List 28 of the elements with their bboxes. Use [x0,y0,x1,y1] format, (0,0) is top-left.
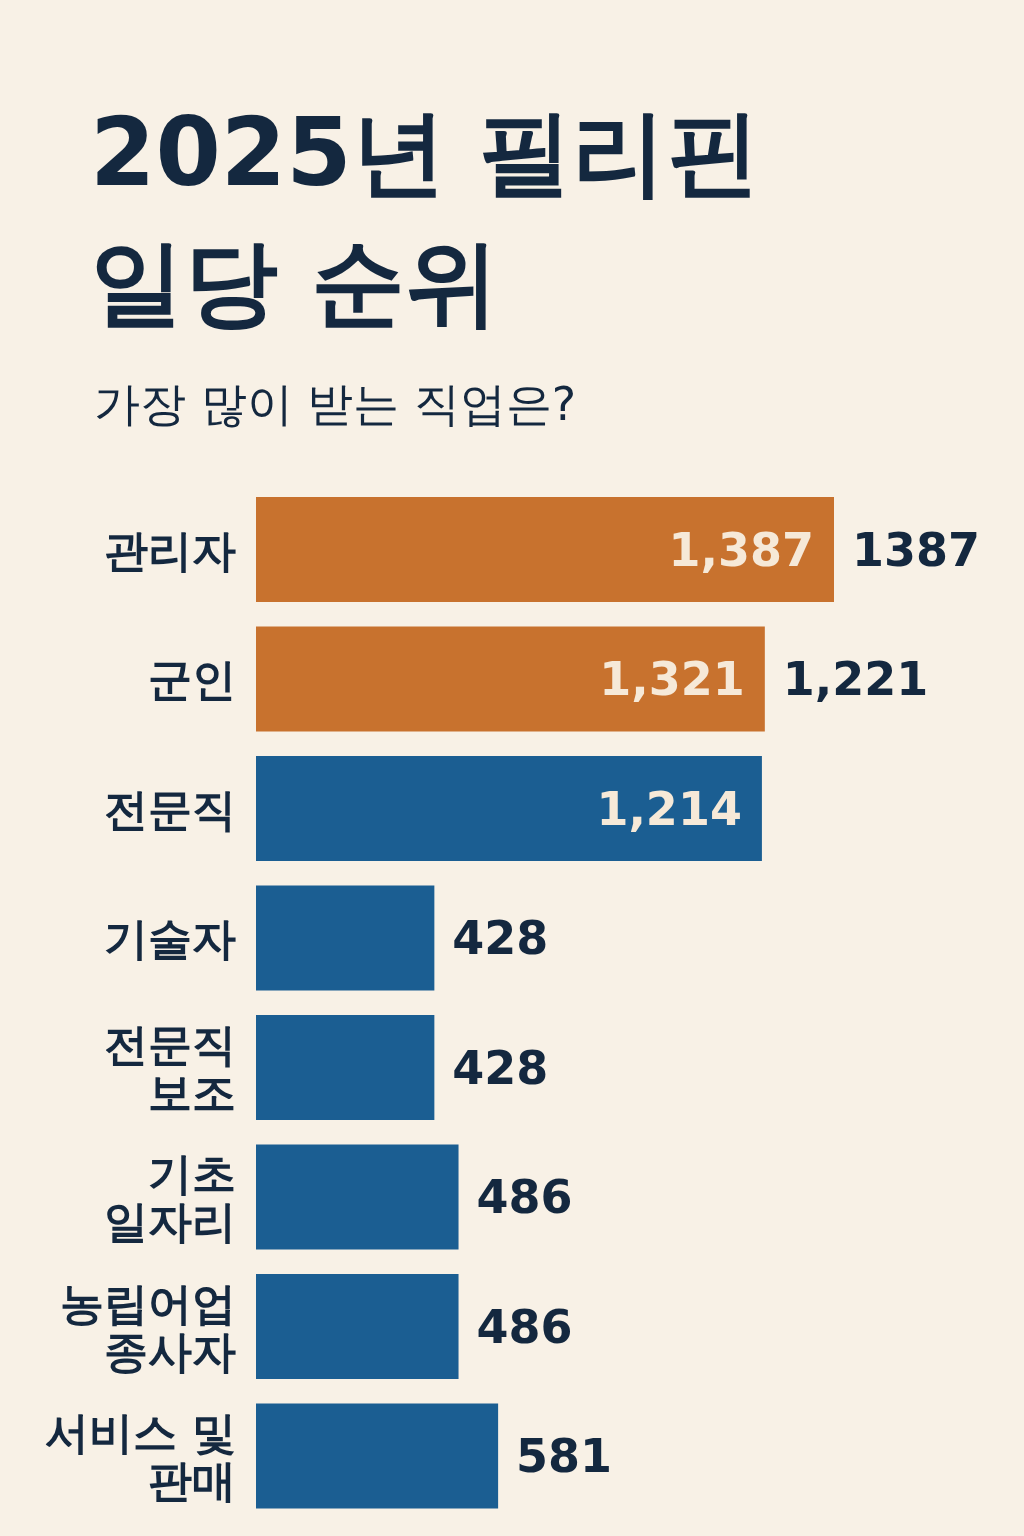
y-tick-label: 전문직 [104,783,236,834]
bar [256,756,762,861]
data-label: 1,214 [596,781,742,836]
y-tick-label: 군인 [148,653,236,705]
bar [256,1403,499,1509]
bar [256,1015,435,1120]
data-label: 486 [476,1299,573,1354]
data-label: 1387 [852,522,981,577]
chart-title: 2025년 필리핀 일당 순위 [90,98,761,337]
data-label: 581 [516,1429,613,1483]
bar [256,626,765,732]
y-tick-label: 관리자 [104,524,236,575]
y-tick-label: 서비스 및 판매 [44,1406,236,1506]
chart-subtitle: 가장 많이 받는 직업은? [94,377,577,431]
data-label: 1,221 [782,652,929,706]
data-label: 486 [476,1170,573,1224]
bar [256,497,834,602]
annotation: 1,321 [599,652,745,706]
bar [256,885,435,991]
bar [256,1274,459,1379]
data-label: 428 [452,1040,549,1095]
y-tick-label: 농립어업 종사자 [60,1277,236,1376]
bar [256,1144,459,1250]
y-tick-label: 전문직 보조 [104,1018,236,1117]
annotation: 1,387 [668,522,814,577]
y-tick-label: 기술자 [104,912,236,964]
data-label: 428 [452,911,549,965]
y-tick-label: 기초 일자리 [104,1147,236,1247]
